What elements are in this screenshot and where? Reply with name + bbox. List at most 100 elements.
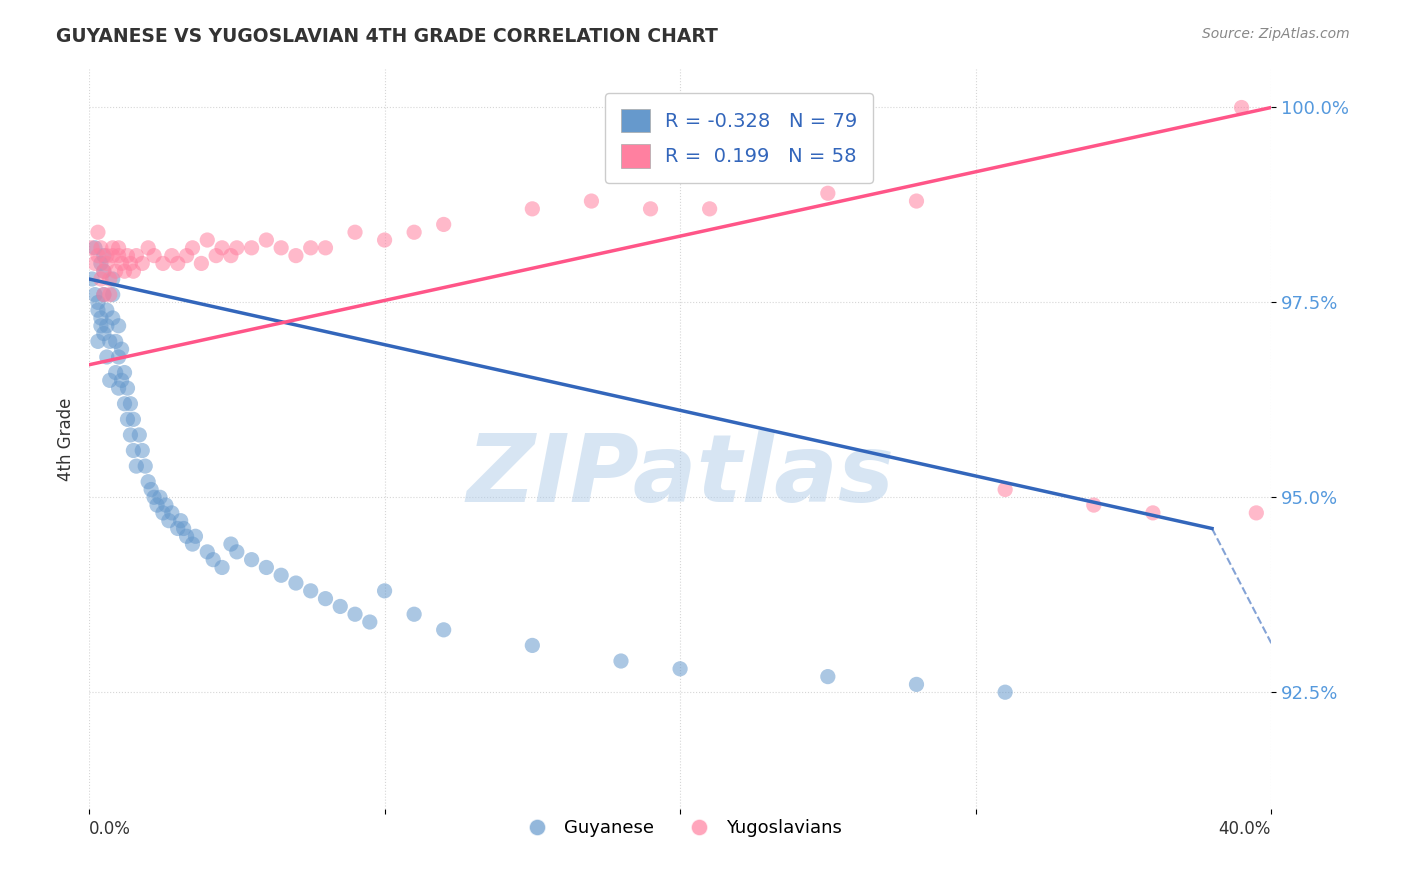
Point [93,287,115,301]
Point [101,287,124,301]
Point [146,498,169,512]
Point [120,256,142,270]
Point [1083,498,1105,512]
Point [96,256,118,270]
Point [344,607,367,622]
Point [101,310,124,325]
Point [314,241,336,255]
Point [80,272,103,286]
Point [181,537,204,551]
Point [110,342,132,356]
Point [96,318,118,333]
Point [98,272,121,286]
Point [173,521,195,535]
Point [139,483,162,497]
Point [1246,506,1268,520]
Point [84,287,107,301]
Point [87,225,110,239]
Text: GUYANESE VS YUGOSLAVIAN 4TH GRADE CORRELATION CHART: GUYANESE VS YUGOSLAVIAN 4TH GRADE CORREL… [56,27,718,45]
Text: 40.0%: 40.0% [1219,820,1271,838]
Point [128,428,150,442]
Point [131,256,153,270]
Point [211,241,233,255]
Point [195,545,218,559]
Point [299,583,322,598]
Point [143,249,166,263]
Point [219,249,242,263]
Point [359,615,381,629]
Point [131,443,153,458]
Point [669,662,692,676]
Point [87,295,110,310]
Point [90,318,112,333]
Point [184,529,207,543]
Point [522,202,544,216]
Point [114,366,136,380]
Point [314,591,336,606]
Point [240,552,263,566]
Point [160,249,183,263]
Point [166,521,188,535]
Point [190,256,212,270]
Point [699,202,721,216]
Point [329,599,352,614]
Text: Source: ZipAtlas.com: Source: ZipAtlas.com [1202,27,1350,41]
Point [581,194,603,208]
Point [270,241,292,255]
Point [152,506,174,520]
Point [122,443,145,458]
Point [160,506,183,520]
Point [136,241,159,255]
Point [994,483,1017,497]
Point [87,303,110,318]
Point [117,249,139,263]
Point [905,194,928,208]
Point [104,366,127,380]
Point [1142,506,1164,520]
Point [101,241,124,255]
Point [110,256,132,270]
Point [211,560,233,574]
Point [344,225,367,239]
Point [374,233,396,247]
Point [90,310,112,325]
Point [136,475,159,489]
Point [205,249,228,263]
Point [104,264,127,278]
Point [219,537,242,551]
Point [120,428,142,442]
Point [90,272,112,286]
Text: ZIPatlas: ZIPatlas [465,430,894,522]
Point [149,491,172,505]
Point [93,264,115,278]
Point [433,623,456,637]
Point [240,241,263,255]
Point [299,241,322,255]
Point [110,373,132,387]
Point [640,202,662,216]
Point [374,583,396,598]
Point [284,249,307,263]
Point [107,241,129,255]
Point [122,264,145,278]
Point [107,381,129,395]
Point [284,576,307,591]
Text: 0.0%: 0.0% [89,820,131,838]
Point [433,218,456,232]
Point [93,264,115,278]
Point [254,560,277,574]
Point [93,249,115,263]
Point [905,677,928,691]
Point [114,264,136,278]
Point [117,412,139,426]
Point [522,639,544,653]
Point [176,529,198,543]
Point [98,334,121,349]
Point [90,241,112,255]
Y-axis label: 4th Grade: 4th Grade [58,397,75,481]
Point [134,459,156,474]
Point [994,685,1017,699]
Point [157,514,180,528]
Point [104,334,127,349]
Point [125,249,148,263]
